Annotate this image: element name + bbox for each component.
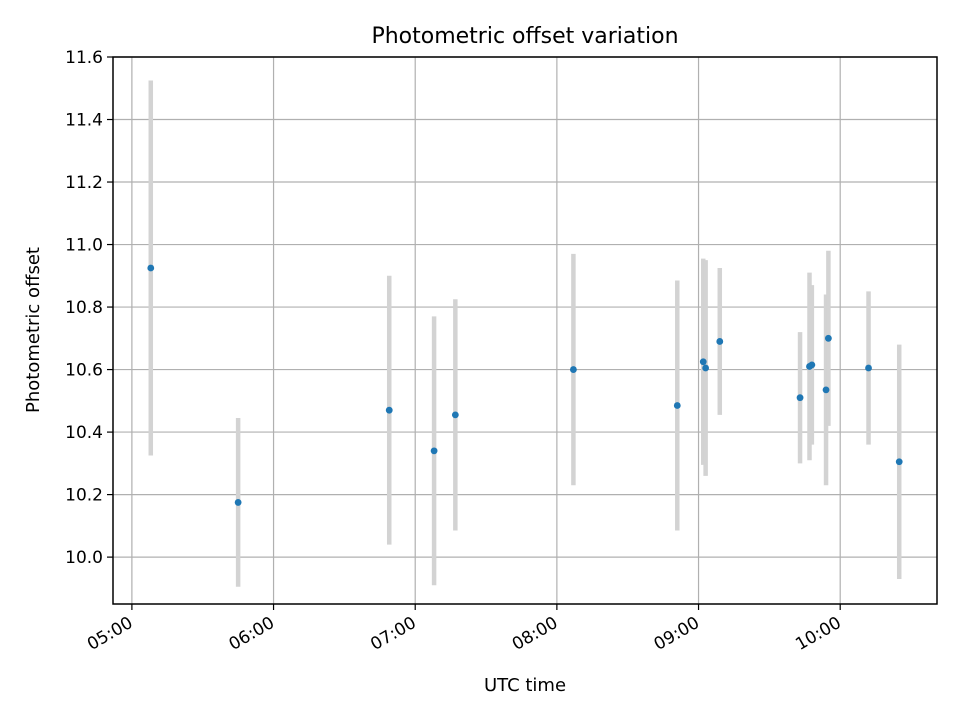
- y-tick-label: 11.0: [65, 236, 103, 256]
- y-axis-ticks: 10.0 10.2 10.4 10.6 10.8 11.0 11.2 11.4 11.6: [65, 48, 113, 568]
- data-point: [865, 364, 872, 372]
- data-point: [716, 338, 724, 345]
- y-tick-label: 10.8: [65, 298, 103, 318]
- y-tick-label: 11.2: [65, 173, 103, 193]
- data-point: [147, 264, 155, 272]
- y-tick-label: 10.2: [65, 486, 103, 506]
- data-point: [430, 447, 438, 455]
- plot-frame: [112, 56, 938, 605]
- y-tick-label: 11.4: [65, 111, 103, 131]
- y-tick-label: 10.0: [65, 548, 103, 568]
- chart-title: Photometric offset variation: [371, 24, 678, 49]
- data-point: [699, 358, 707, 366]
- y-tick-label: 11.6: [65, 48, 103, 68]
- data-point: [385, 406, 393, 414]
- data-point: [673, 402, 681, 409]
- data-point: [451, 411, 459, 419]
- data-point: [796, 394, 804, 402]
- data-point: [808, 361, 816, 369]
- data-point: [570, 366, 577, 373]
- y-tick-label: 10.6: [65, 361, 103, 381]
- grid: [113, 56, 937, 604]
- data-point: [824, 334, 832, 342]
- data-point: [702, 364, 710, 372]
- data-point: [822, 386, 830, 394]
- x-axis-label: UTC time: [484, 675, 566, 696]
- y-tick-label: 10.4: [65, 423, 103, 443]
- y-axis-label: Photometric offset: [23, 247, 44, 413]
- data-points: [147, 264, 903, 506]
- data-point: [895, 458, 903, 466]
- data-point: [234, 499, 242, 506]
